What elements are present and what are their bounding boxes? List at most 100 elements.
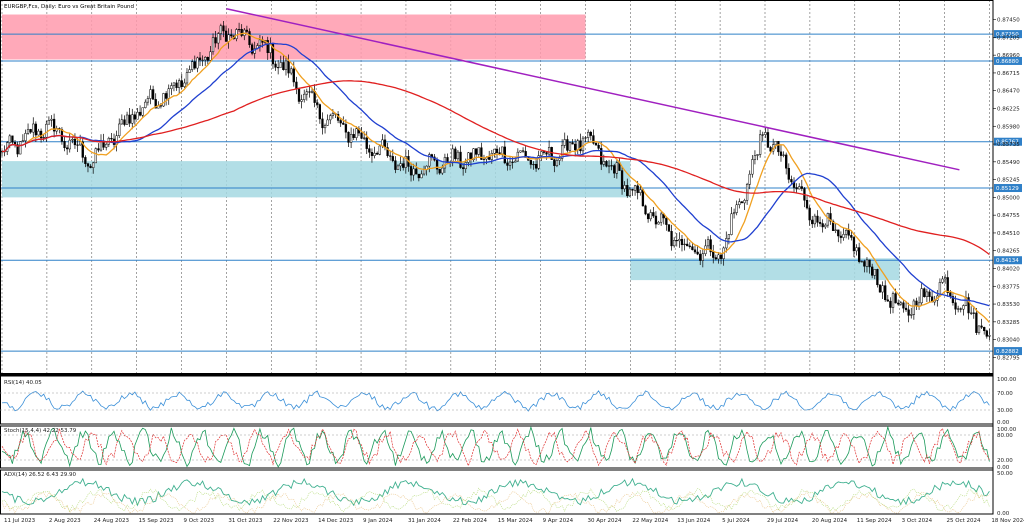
candle-body [574,143,577,151]
candle-body [373,152,376,156]
candle-body [553,159,556,166]
candle-body [581,137,585,152]
candle-body [657,221,660,225]
indicator-panes [0,0,994,515]
candle-body [847,229,850,236]
candle-body [902,302,905,309]
price-tick-label: 0.86960 [997,53,1020,59]
candle-body [956,308,960,310]
candle-body [514,160,517,163]
price-tick-label: 0.83775 [997,284,1020,290]
candle-body [678,239,681,242]
candle-body [667,224,671,232]
candle-body [954,302,957,310]
candle-body [607,165,611,167]
candle-body [63,141,66,149]
candle-body [183,82,186,87]
candle-body [370,152,374,156]
candle-body [753,155,757,160]
candle-body [545,152,548,155]
candle-body [951,296,955,304]
candle-body [344,124,348,133]
candle-body [891,293,895,308]
price-tick-label: 0.84020 [997,267,1020,273]
candle-body [477,147,480,155]
adx-level-label: 50.00 [997,471,1013,477]
date-tick-label: 9 Jan 2024 [363,518,393,524]
candle-body [21,140,24,142]
candle-body [907,309,910,316]
level-tag [994,137,1022,146]
candle-body [326,119,329,126]
candle-body [355,128,358,138]
candle-body [52,118,56,132]
candle-body [464,162,467,170]
candle-body [985,330,988,337]
candle-body [45,123,48,138]
candle-body [615,162,619,174]
candle-body [881,285,884,293]
candle-body [191,61,194,70]
price-tick-label: 0.84265 [997,249,1020,255]
candle-body [266,40,269,53]
candle-body [831,220,835,231]
candle-body [441,167,444,174]
candle-body [597,144,600,149]
candle-body [68,139,71,150]
candle-body [816,215,819,223]
candle-body [941,278,944,283]
candle-body [443,157,447,169]
candle-body [977,325,981,333]
candle-body [329,115,332,121]
candle-body [613,165,616,174]
candle-body [589,131,592,136]
adx-plus-line [1,487,990,513]
candle-body [347,131,350,143]
candle-body [646,213,650,220]
candle-body [519,150,522,153]
date-tick-label: 15 Sep 2023 [139,518,174,524]
candle-body [709,239,712,253]
price-tick-label: 0.83530 [997,302,1020,308]
candle-body [219,25,222,34]
candle-body [774,141,777,145]
candle-body [323,125,327,129]
candle-body [873,269,876,276]
stoch-label: Stoch(15,4,4) 42.22 53.79 [4,428,77,434]
level-tag-label: 0.85767 [996,140,1019,146]
candle-body [761,134,764,136]
stoch-level-label: 80.00 [997,433,1013,439]
adx-level-label: 0.00 [997,511,1010,517]
rsi-line [1,390,990,412]
candle-body [128,114,131,124]
candle-body [511,161,514,163]
candle-body [923,288,926,298]
chart-title: EURGBP,Fcs, Daily: Euro vs Great Britain… [4,4,134,10]
candle-body [889,300,892,308]
candle-body [779,151,783,156]
date-tick-label: 14 Dec 2023 [318,518,354,524]
candle-body [748,173,751,185]
trendline-down [226,7,960,171]
candle-body [389,155,392,157]
candle-body [138,111,142,116]
candle-body [92,162,95,168]
candle-body [480,147,483,160]
date-tick-label: 2 Aug 2023 [49,518,81,524]
candle-body [602,161,605,165]
candle-body [988,335,991,337]
candle-body [790,179,793,183]
candle-body [537,155,540,169]
candle-body [245,29,249,32]
level-tag [994,184,1022,193]
candle-body [962,305,965,310]
horizontal-levels: 0.87250 0.86880 0.85767 0.85129 0.84134 0.828… [0,30,1022,356]
candle-body [164,93,168,99]
candle-body [482,158,486,160]
candle-body [250,44,254,54]
candle-body [824,224,827,228]
candle-body [719,254,723,259]
zone-rect [630,258,900,281]
